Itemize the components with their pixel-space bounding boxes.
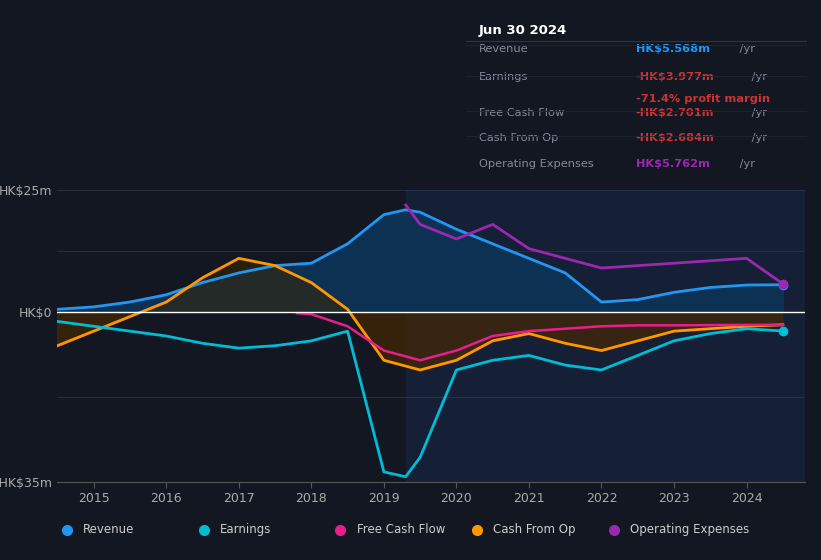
Text: -HK$3.977m: -HK$3.977m [635, 72, 714, 82]
Bar [406, 190, 805, 482]
Text: -HK$2.684m: -HK$2.684m [635, 133, 715, 143]
Text: HK$5.762m: HK$5.762m [635, 159, 709, 169]
Text: Free Cash Flow: Free Cash Flow [356, 523, 445, 536]
Text: /yr: /yr [748, 133, 767, 143]
Text: Revenue: Revenue [479, 44, 529, 54]
Text: /yr: /yr [736, 159, 755, 169]
Text: Revenue: Revenue [83, 523, 135, 536]
Text: Cash From Op: Cash From Op [479, 133, 558, 143]
Text: -71.4% profit margin: -71.4% profit margin [635, 94, 770, 104]
Text: /yr: /yr [748, 72, 767, 82]
Text: /yr: /yr [736, 44, 755, 54]
Text: Earnings: Earnings [479, 72, 529, 82]
Text: -HK$2.701m: -HK$2.701m [635, 108, 714, 118]
Text: Cash From Op: Cash From Op [493, 523, 576, 536]
Text: Free Cash Flow: Free Cash Flow [479, 108, 564, 118]
Text: Operating Expenses: Operating Expenses [630, 523, 750, 536]
Text: Operating Expenses: Operating Expenses [479, 159, 594, 169]
Text: HK$5.568m: HK$5.568m [635, 44, 710, 54]
Text: /yr: /yr [748, 108, 767, 118]
Text: Earnings: Earnings [220, 523, 271, 536]
Text: Jun 30 2024: Jun 30 2024 [479, 24, 567, 37]
